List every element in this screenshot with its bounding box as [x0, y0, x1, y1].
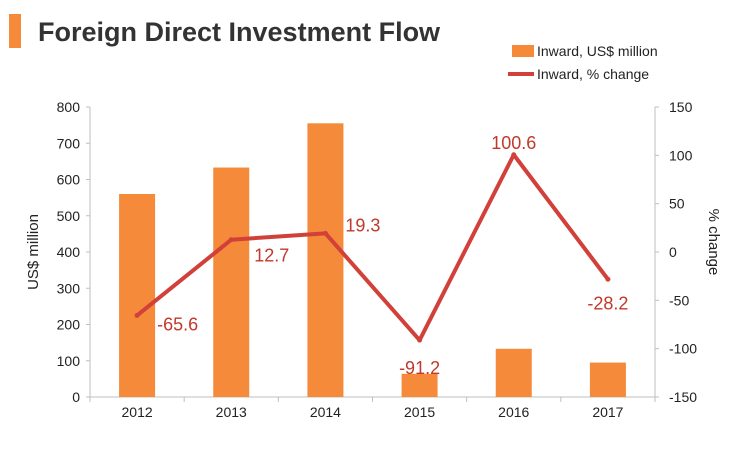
bar-2013: [213, 167, 250, 397]
data-labels: -65.6 12.7 19.3 -91.2 100.6 -28.2: [157, 133, 628, 378]
line-point-2017: [605, 276, 611, 282]
legend-label-line: Inward, % change: [537, 66, 649, 82]
data-label-2013: 12.7: [254, 246, 289, 266]
legend-label-bar: Inward, US$ million: [537, 43, 658, 59]
y-tick-label-right: -150: [669, 389, 697, 405]
y-tick-label-right: 150: [669, 99, 693, 115]
bar-2012: [119, 194, 156, 397]
x-tick-label: 2014: [310, 404, 341, 420]
data-label-2017: -28.2: [587, 293, 628, 313]
y-tick-label-left: 500: [57, 208, 81, 224]
y-tick-label-left: 600: [57, 172, 81, 188]
y-axis-title-left: US$ million: [25, 214, 42, 290]
chart-title: Foreign Direct Investment Flow: [38, 17, 441, 47]
y-tick-label-left: 300: [57, 280, 81, 296]
data-label-2016: 100.6: [491, 133, 536, 153]
x-tick-label: 2016: [498, 404, 529, 420]
data-label-2014: 19.3: [345, 215, 380, 235]
line-point-2016: [511, 152, 517, 158]
legend-swatch-bar: [512, 45, 534, 57]
y-tick-label-left: 700: [57, 135, 81, 151]
bar-2016: [495, 348, 532, 397]
pct-change-line: [135, 152, 610, 343]
line-point-2015: [417, 337, 423, 343]
data-label-2012: -65.6: [157, 314, 198, 334]
x-tick-label: 2017: [592, 404, 623, 420]
y-tick-label-right: 100: [669, 147, 693, 163]
line-series: [134, 152, 611, 343]
bar-2017: [589, 362, 626, 397]
axes: 0 100 200 300 400 500 600 700 800 -150 -100 -50 0 50 1…: [57, 99, 698, 420]
line-point-2012: [134, 312, 140, 318]
bar-2015: [401, 373, 438, 397]
legend: Inward, US$ million Inward, % change: [508, 43, 658, 82]
y-tick-label-left: 400: [57, 244, 81, 260]
y-axis-title-right: % change: [705, 209, 722, 276]
y-tick-label-left: 0: [72, 389, 80, 405]
title-accent-bar: [9, 14, 21, 48]
line-point-2013: [228, 237, 234, 243]
y-tick-label-right: 0: [669, 244, 677, 260]
x-tick-label: 2012: [122, 404, 153, 420]
x-tick-label: 2015: [404, 404, 435, 420]
y-tick-label-right: 50: [669, 196, 685, 212]
line-point-2014: [322, 230, 328, 236]
bar-2014: [307, 123, 344, 397]
x-tick-label: 2013: [216, 404, 247, 420]
y-tick-label-left: 100: [57, 353, 81, 369]
y-tick-label-right: -100: [669, 341, 697, 357]
y-tick-label-left: 200: [57, 317, 81, 333]
y-tick-label-right: -50: [669, 292, 689, 308]
y-tick-label-left: 800: [57, 99, 81, 115]
bars: [119, 123, 626, 397]
data-label-2015: -91.2: [399, 358, 440, 378]
